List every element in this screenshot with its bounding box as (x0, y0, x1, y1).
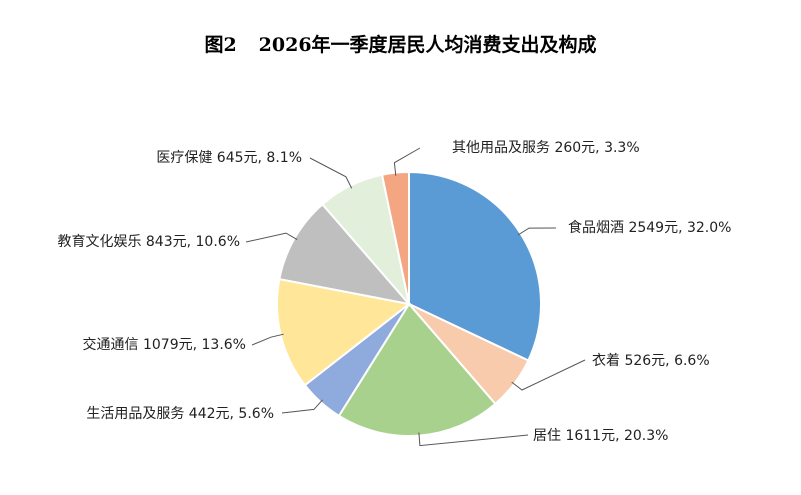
slice-label-4: 交通通信 1079元, 13.6% (83, 336, 246, 353)
leader-line-6 (309, 157, 353, 189)
slice-label-5: 教育文化娱乐 843元, 10.6% (57, 234, 240, 250)
leader-line-0 (517, 227, 557, 236)
leader-line-2 (418, 432, 529, 447)
slice-label-1: 衣着 526元, 6.6% (592, 353, 710, 369)
chart-title: 图2 2026年一季度居民人均消费支出及构成 (0, 30, 801, 57)
figure-title: 2026年一季度居民人均消费支出及构成 (258, 34, 597, 56)
slice-label-6: 医疗保健 645元, 8.1% (156, 150, 302, 166)
leader-line-5 (245, 232, 298, 243)
slice-label-2: 居住 1611元, 20.3% (533, 428, 668, 444)
leader-line-4 (251, 333, 284, 346)
leader-line-7 (393, 147, 421, 176)
slice-label-0: 食品烟酒 2549元, 32.0% (568, 219, 731, 236)
leader-line-3 (281, 399, 323, 414)
leader-line-1 (511, 359, 586, 391)
slice-label-3: 生活用品及服务 442元, 5.6% (86, 406, 274, 422)
figure-number: 图2 (204, 34, 237, 56)
slice-label-7: 其他用品及服务 260元, 3.3% (452, 140, 640, 156)
